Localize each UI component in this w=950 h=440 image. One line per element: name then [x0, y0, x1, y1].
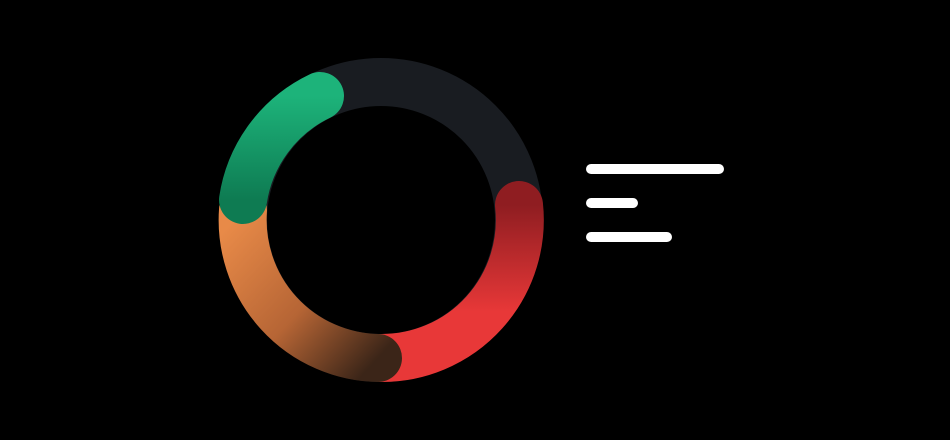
text-lines-placeholder: [586, 164, 746, 244]
ring-segment-green: [219, 72, 344, 224]
line-long: [586, 164, 724, 174]
line-short: [586, 198, 638, 208]
ring-segment-red: [357, 181, 544, 383]
ring-segment-orange: [218, 186, 402, 382]
line-medium: [586, 232, 672, 242]
